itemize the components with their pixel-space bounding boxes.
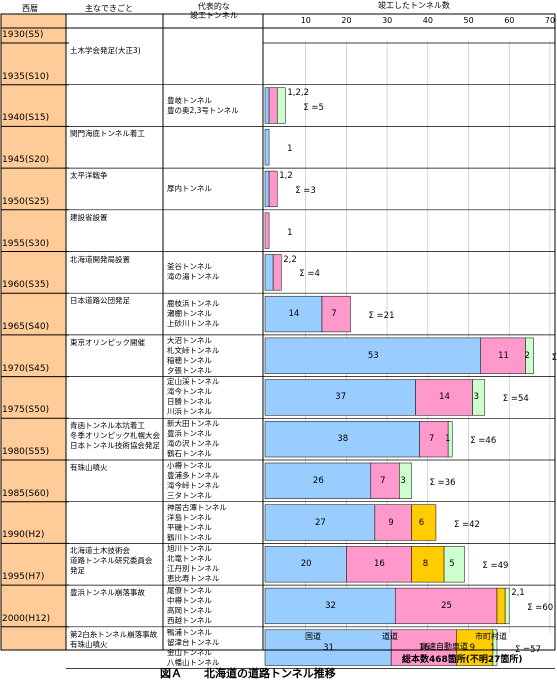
bar-segment-national bbox=[264, 337, 481, 374]
bar-segment-national bbox=[264, 421, 420, 458]
bar-segment-municipal bbox=[504, 587, 510, 625]
bar-segment-prefectural bbox=[415, 379, 473, 416]
bar-segment-prefectural bbox=[321, 295, 351, 333]
bar-segment-municipal bbox=[443, 546, 465, 583]
bar-segment-prefectural bbox=[264, 212, 270, 249]
bar-segment-municipal bbox=[472, 379, 486, 416]
bar-segment-prefectural bbox=[272, 254, 282, 291]
bar-segment-national bbox=[264, 629, 392, 666]
bar-segment-national bbox=[264, 87, 270, 124]
bar-layer bbox=[264, 87, 534, 666]
outer-frame bbox=[0, 13, 556, 651]
bar-segment-municipal bbox=[447, 421, 453, 458]
bar-segment-national bbox=[264, 254, 274, 291]
bar-segment-national bbox=[264, 587, 396, 625]
bar-segment-national bbox=[264, 546, 347, 583]
bar-segment-prefectural bbox=[419, 421, 449, 458]
bar-segment-national bbox=[264, 379, 416, 416]
bar-segment-prefectural bbox=[390, 629, 457, 666]
bar-segment-national bbox=[264, 504, 376, 541]
bar-segment-municipal bbox=[492, 629, 498, 666]
table-frame bbox=[0, 13, 556, 669]
bar-segment-national bbox=[264, 462, 372, 499]
bar-segment-prefectural bbox=[346, 546, 412, 583]
bar-segment-national bbox=[264, 129, 270, 166]
bar-segment-prefectural bbox=[370, 462, 400, 499]
bar-segment-municipal bbox=[399, 462, 412, 499]
bar-segment-expressway bbox=[411, 546, 445, 583]
chart-grid bbox=[1, 14, 551, 650]
bar-segment-expressway bbox=[411, 504, 437, 541]
bar-segment-prefectural bbox=[480, 337, 526, 374]
bar-segment-prefectural bbox=[394, 587, 498, 625]
bar-segment-expressway bbox=[496, 587, 506, 625]
bar-segment-prefectural bbox=[374, 504, 412, 541]
bar-segment-prefectural bbox=[268, 87, 278, 124]
bar-segment-municipal bbox=[276, 87, 286, 124]
bar-segment-expressway bbox=[456, 629, 494, 666]
bar-segment-municipal bbox=[525, 337, 534, 374]
bar-segment-national bbox=[264, 295, 323, 333]
era-column-bg bbox=[1, 14, 66, 650]
bar-segment-prefectural bbox=[268, 170, 278, 208]
bar-segment-national bbox=[264, 170, 270, 208]
